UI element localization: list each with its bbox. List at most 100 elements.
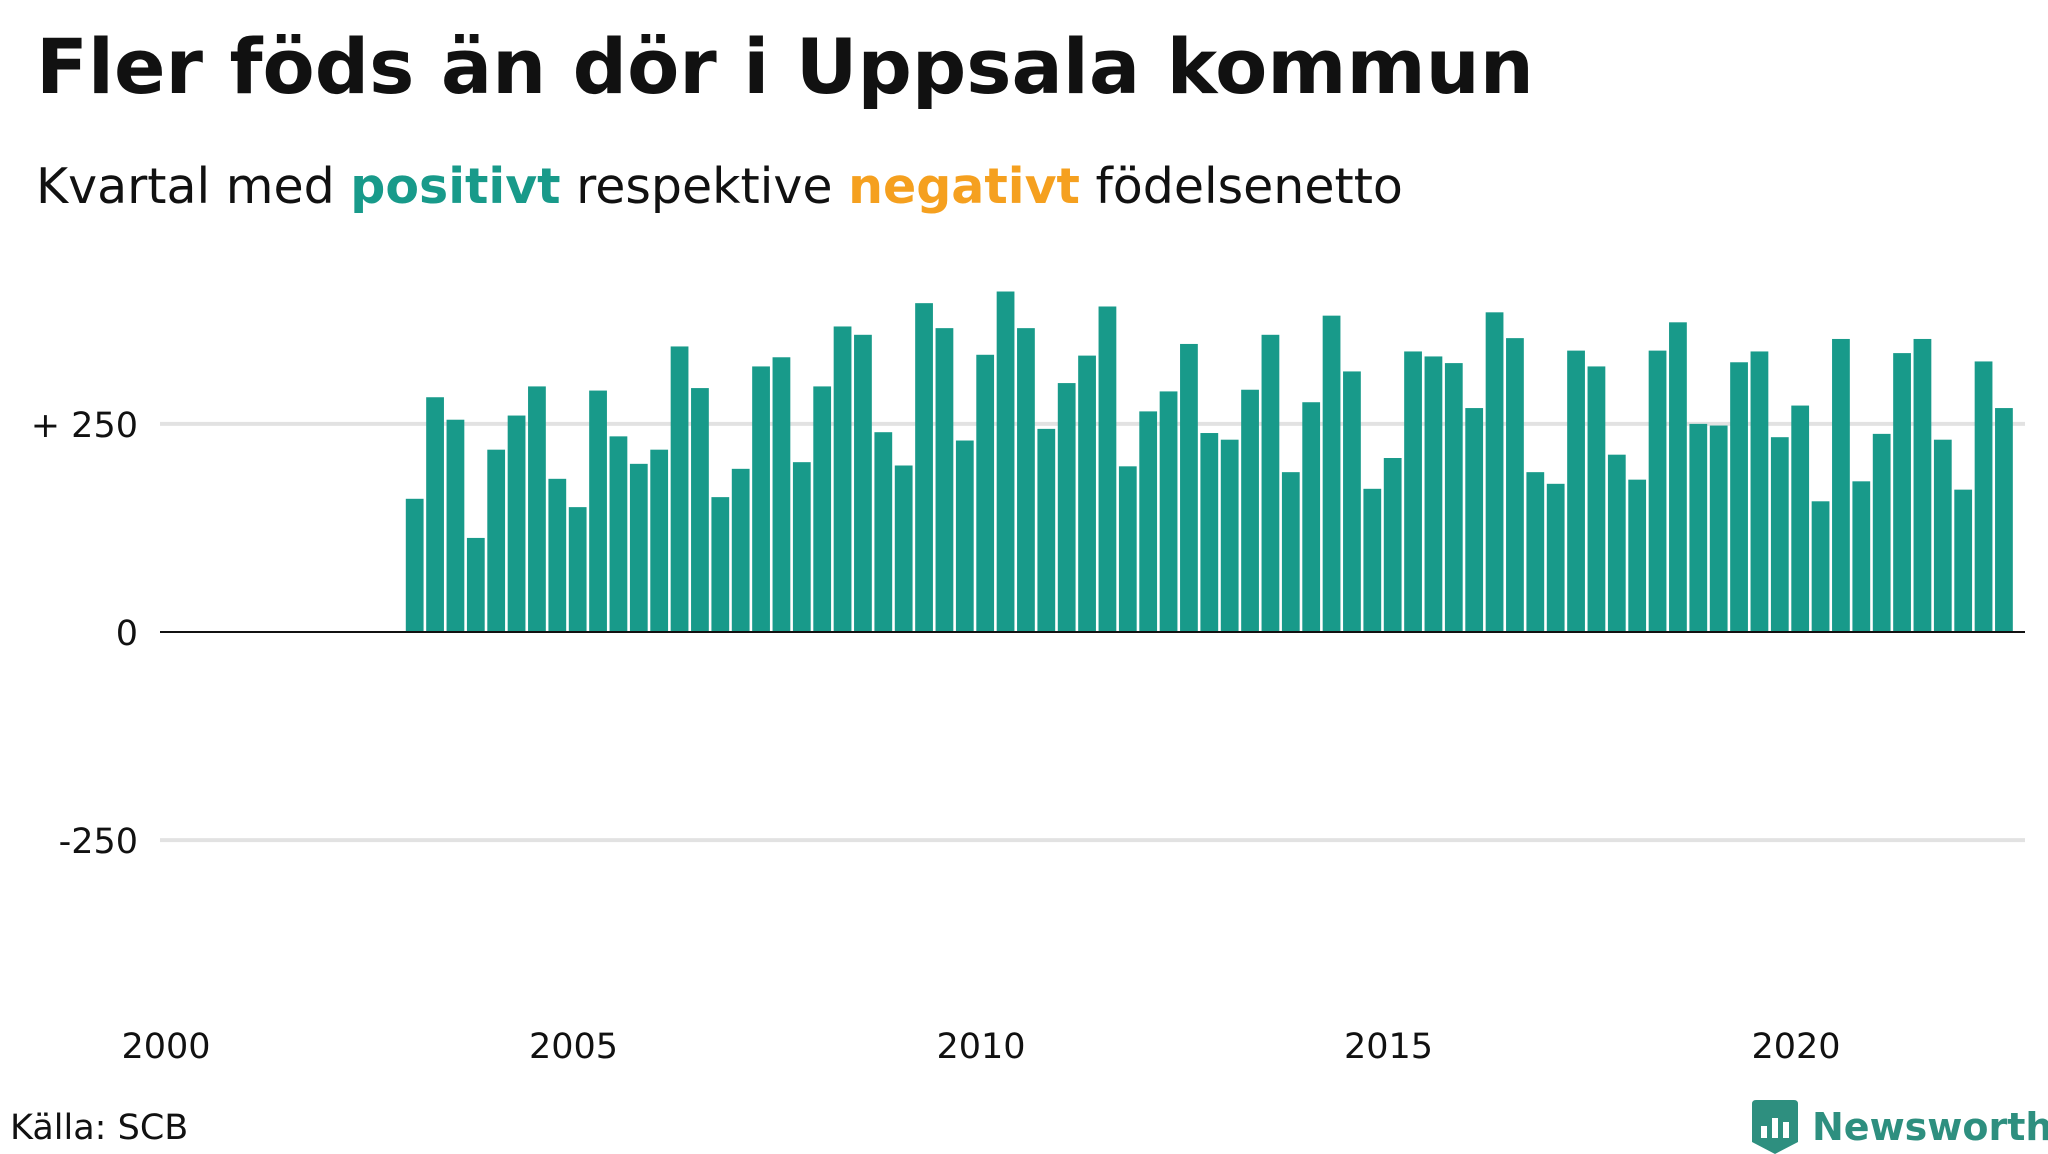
y-tick-label: -250 bbox=[59, 822, 138, 862]
axes: + 250 0 -250 2000 2005 2010 2015 2020 bbox=[31, 406, 2025, 1067]
bar bbox=[446, 419, 465, 632]
bar bbox=[609, 436, 628, 632]
bar bbox=[1383, 458, 1402, 632]
bar bbox=[833, 326, 852, 632]
bar bbox=[670, 346, 689, 632]
bar bbox=[1628, 479, 1647, 632]
subtitle-middle: respektive bbox=[560, 158, 849, 215]
bar bbox=[1852, 481, 1871, 632]
bar bbox=[1444, 363, 1463, 632]
bar bbox=[1302, 402, 1321, 632]
bar bbox=[405, 498, 424, 632]
bar bbox=[1261, 334, 1280, 632]
bar bbox=[1220, 439, 1239, 632]
bar bbox=[1363, 488, 1382, 632]
bar bbox=[487, 449, 506, 632]
bar bbox=[1954, 489, 1973, 632]
bar bbox=[894, 465, 913, 632]
bar bbox=[1832, 338, 1850, 632]
bar bbox=[1098, 306, 1117, 632]
bar bbox=[1017, 328, 1035, 632]
bar bbox=[1709, 425, 1728, 632]
bar bbox=[650, 449, 669, 632]
subtitle-negative: negativt bbox=[848, 158, 1080, 215]
bar bbox=[1037, 428, 1056, 632]
bar bbox=[1465, 408, 1484, 632]
bar bbox=[1587, 366, 1606, 632]
bar bbox=[1241, 389, 1259, 632]
bar bbox=[1200, 433, 1219, 632]
bar bbox=[711, 497, 730, 632]
bar bbox=[1526, 472, 1545, 632]
bar bbox=[1669, 322, 1687, 632]
bar bbox=[854, 334, 872, 632]
bar bbox=[955, 440, 974, 632]
bar bbox=[1078, 355, 1096, 632]
bar bbox=[629, 463, 648, 632]
bar bbox=[1995, 408, 2013, 632]
bar bbox=[1750, 351, 1769, 632]
x-tick-label: 2020 bbox=[1751, 1027, 1840, 1067]
bar bbox=[1506, 338, 1524, 632]
subtitle-prefix: Kvartal med bbox=[36, 158, 351, 215]
bar bbox=[1974, 361, 1993, 632]
bar bbox=[813, 386, 832, 632]
bar bbox=[507, 415, 526, 632]
bar bbox=[1791, 405, 1810, 632]
bar bbox=[1343, 371, 1361, 632]
bar bbox=[915, 303, 933, 632]
bar bbox=[1118, 466, 1137, 632]
bar bbox=[1730, 362, 1748, 632]
bar bbox=[1933, 439, 1952, 632]
bar bbox=[528, 386, 546, 632]
bar bbox=[1139, 411, 1158, 632]
bar bbox=[548, 478, 567, 632]
bar bbox=[1872, 433, 1891, 632]
bar bbox=[874, 432, 893, 632]
x-tick-label: 2005 bbox=[529, 1027, 618, 1067]
source-note: Källa: SCB bbox=[10, 1108, 189, 1148]
bar bbox=[1567, 350, 1585, 632]
bar bbox=[568, 507, 587, 633]
bar bbox=[691, 388, 709, 632]
bar bbox=[426, 397, 444, 633]
chart-subtitle: Kvartal med positivt respektive negativt… bbox=[36, 158, 1403, 215]
bar-chart: + 250 0 -250 2000 2005 2010 2015 2020 bbox=[31, 291, 2025, 1067]
bar-chart-bookmark-icon bbox=[1752, 1100, 1798, 1154]
bar bbox=[1689, 423, 1708, 633]
bar bbox=[996, 291, 1015, 632]
bar bbox=[792, 462, 811, 632]
bar bbox=[1770, 437, 1789, 632]
subtitle-suffix: födelsenetto bbox=[1079, 158, 1403, 215]
bar bbox=[772, 357, 791, 632]
brand-logo[interactable]: Newsworthy bbox=[1752, 1100, 2048, 1154]
bar bbox=[1159, 391, 1178, 632]
bar bbox=[935, 328, 954, 632]
bar bbox=[1811, 501, 1830, 632]
brand-name: Newsworthy bbox=[1812, 1105, 2048, 1149]
bars bbox=[405, 291, 2013, 633]
bar bbox=[1281, 472, 1300, 632]
x-tick-label: 2010 bbox=[936, 1027, 1025, 1067]
y-tick-label: 0 bbox=[116, 614, 138, 654]
bar bbox=[1404, 351, 1422, 632]
bar bbox=[1546, 483, 1565, 632]
bar bbox=[752, 366, 770, 632]
bar bbox=[1485, 312, 1504, 632]
bar bbox=[1913, 338, 1932, 632]
bar bbox=[1322, 315, 1341, 632]
bar bbox=[466, 537, 485, 632]
bar bbox=[1424, 356, 1443, 632]
bar bbox=[589, 390, 607, 632]
bar bbox=[976, 354, 995, 632]
chart-title: Fler föds än dör i Uppsala kommun bbox=[36, 22, 1534, 111]
bar bbox=[1893, 353, 1911, 632]
subtitle-positive: positivt bbox=[350, 158, 561, 215]
bar bbox=[1057, 383, 1076, 632]
bar bbox=[1607, 454, 1626, 632]
bar bbox=[1648, 350, 1667, 632]
x-tick-label: 2000 bbox=[121, 1027, 210, 1067]
x-tick-label: 2015 bbox=[1344, 1027, 1433, 1067]
y-tick-label: + 250 bbox=[31, 406, 138, 446]
bar bbox=[731, 468, 750, 632]
